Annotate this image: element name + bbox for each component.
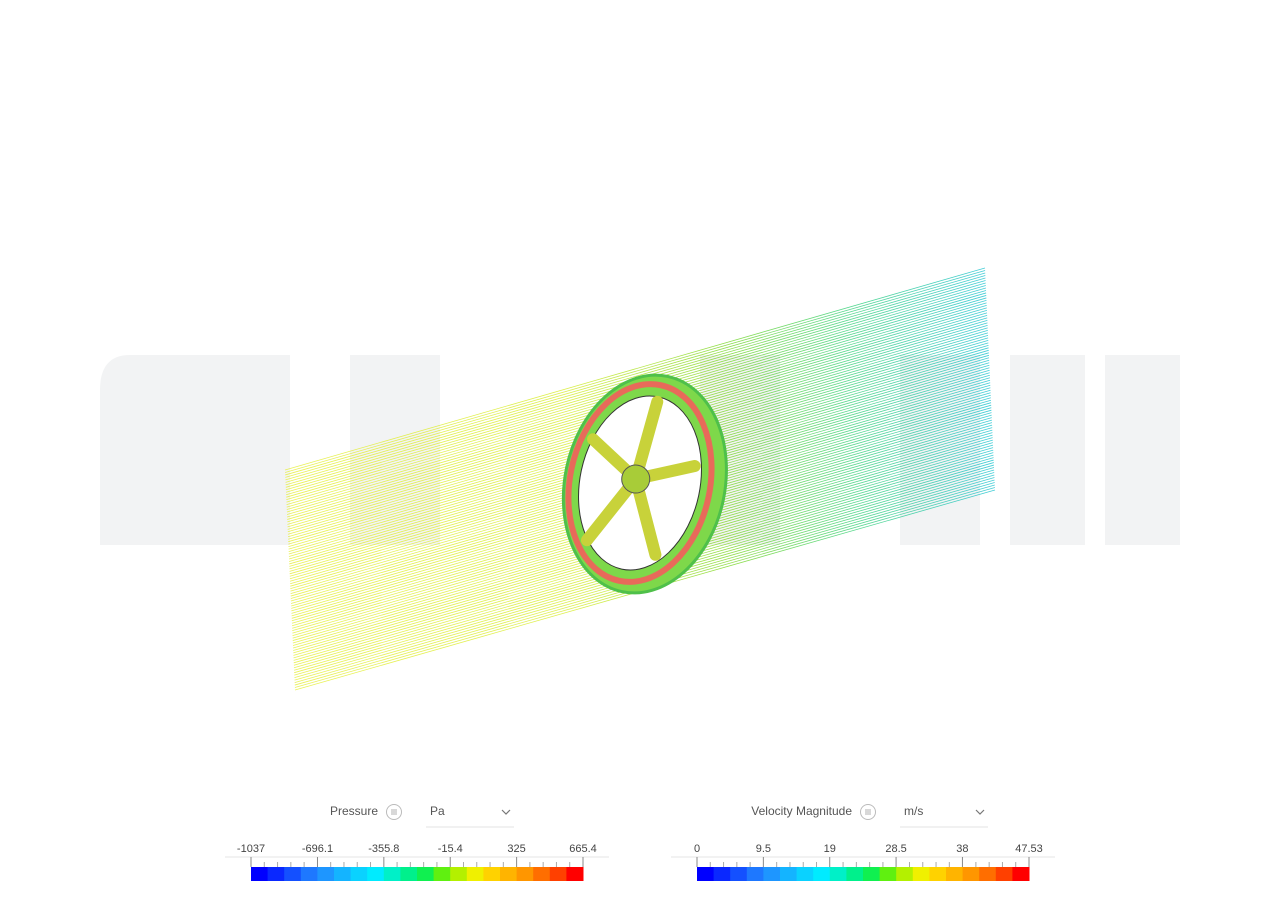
tick-label: 9.5: [756, 843, 771, 855]
color-step: [829, 867, 847, 881]
legend-title: Velocity Magnitude: [751, 804, 852, 818]
color-step: [896, 867, 914, 881]
tick-label: 19: [824, 843, 836, 855]
color-step: [417, 867, 435, 881]
tick-label: 0: [694, 843, 700, 855]
color-step: [962, 867, 980, 881]
dropdown-chevron: [975, 809, 985, 815]
color-step: [813, 867, 831, 881]
color-step: [300, 867, 318, 881]
color-step: [763, 867, 781, 881]
legend-title: Pressure: [330, 804, 378, 818]
tick-label: -355.8: [368, 843, 399, 855]
streamline: [285, 275, 986, 478]
color-step: [284, 867, 302, 881]
color-step: [730, 867, 748, 881]
color-step: [713, 867, 731, 881]
color-step: [400, 867, 418, 881]
color-step: [846, 867, 864, 881]
color-step: [466, 867, 484, 881]
color-step: [1012, 867, 1030, 881]
unit-value: m/s: [904, 804, 923, 818]
color-step: [533, 867, 551, 881]
color-legend: Pressure Pa -1037 -696.1 -355.8 -15.4 325 665.4: [225, 800, 609, 881]
unit-dropdown[interactable]: [426, 800, 514, 827]
streamline: [285, 270, 986, 473]
tick-label: -1037: [237, 843, 265, 855]
tick-label: 665.4: [569, 843, 597, 855]
unit-value: Pa: [430, 804, 445, 818]
color-step: [267, 867, 285, 881]
info-glyph: [391, 809, 397, 815]
color-step: [251, 867, 269, 881]
color-step: [912, 867, 930, 881]
color-step: [516, 867, 534, 881]
color-step: [863, 867, 881, 881]
tick-label: 47.53: [1015, 843, 1043, 855]
legends: Pressure Pa -1037 -696.1 -355.8 -15.4 325 665.4…: [225, 800, 1055, 881]
color-step: [929, 867, 947, 881]
tick-label: -15.4: [438, 843, 463, 855]
color-step: [995, 867, 1013, 881]
color-legend: Velocity Magnitude m/s 0 9.5 19 28.5 38 47.53: [671, 800, 1055, 881]
color-step: [796, 867, 814, 881]
color-step: [780, 867, 798, 881]
color-step: [979, 867, 997, 881]
color-step: [450, 867, 468, 881]
tick-label: 28.5: [885, 843, 906, 855]
tick-label: -696.1: [302, 843, 333, 855]
color-step: [566, 867, 584, 881]
color-step: [317, 867, 335, 881]
dropdown-chevron: [501, 809, 511, 815]
streamline: [285, 272, 986, 476]
tick-label: 38: [956, 843, 968, 855]
color-step: [549, 867, 567, 881]
tick-label: 325: [507, 843, 525, 855]
color-step: [946, 867, 964, 881]
color-step: [433, 867, 451, 881]
color-step: [697, 867, 715, 881]
color-step: [483, 867, 501, 881]
color-step: [383, 867, 401, 881]
color-step: [334, 867, 352, 881]
color-step: [367, 867, 385, 881]
color-step: [879, 867, 897, 881]
color-step: [746, 867, 764, 881]
streamline: [284, 267, 986, 471]
info-glyph: [865, 809, 871, 815]
color-step: [500, 867, 518, 881]
wheel: [561, 373, 728, 595]
unit-dropdown[interactable]: [900, 800, 988, 827]
color-step: [350, 867, 368, 881]
